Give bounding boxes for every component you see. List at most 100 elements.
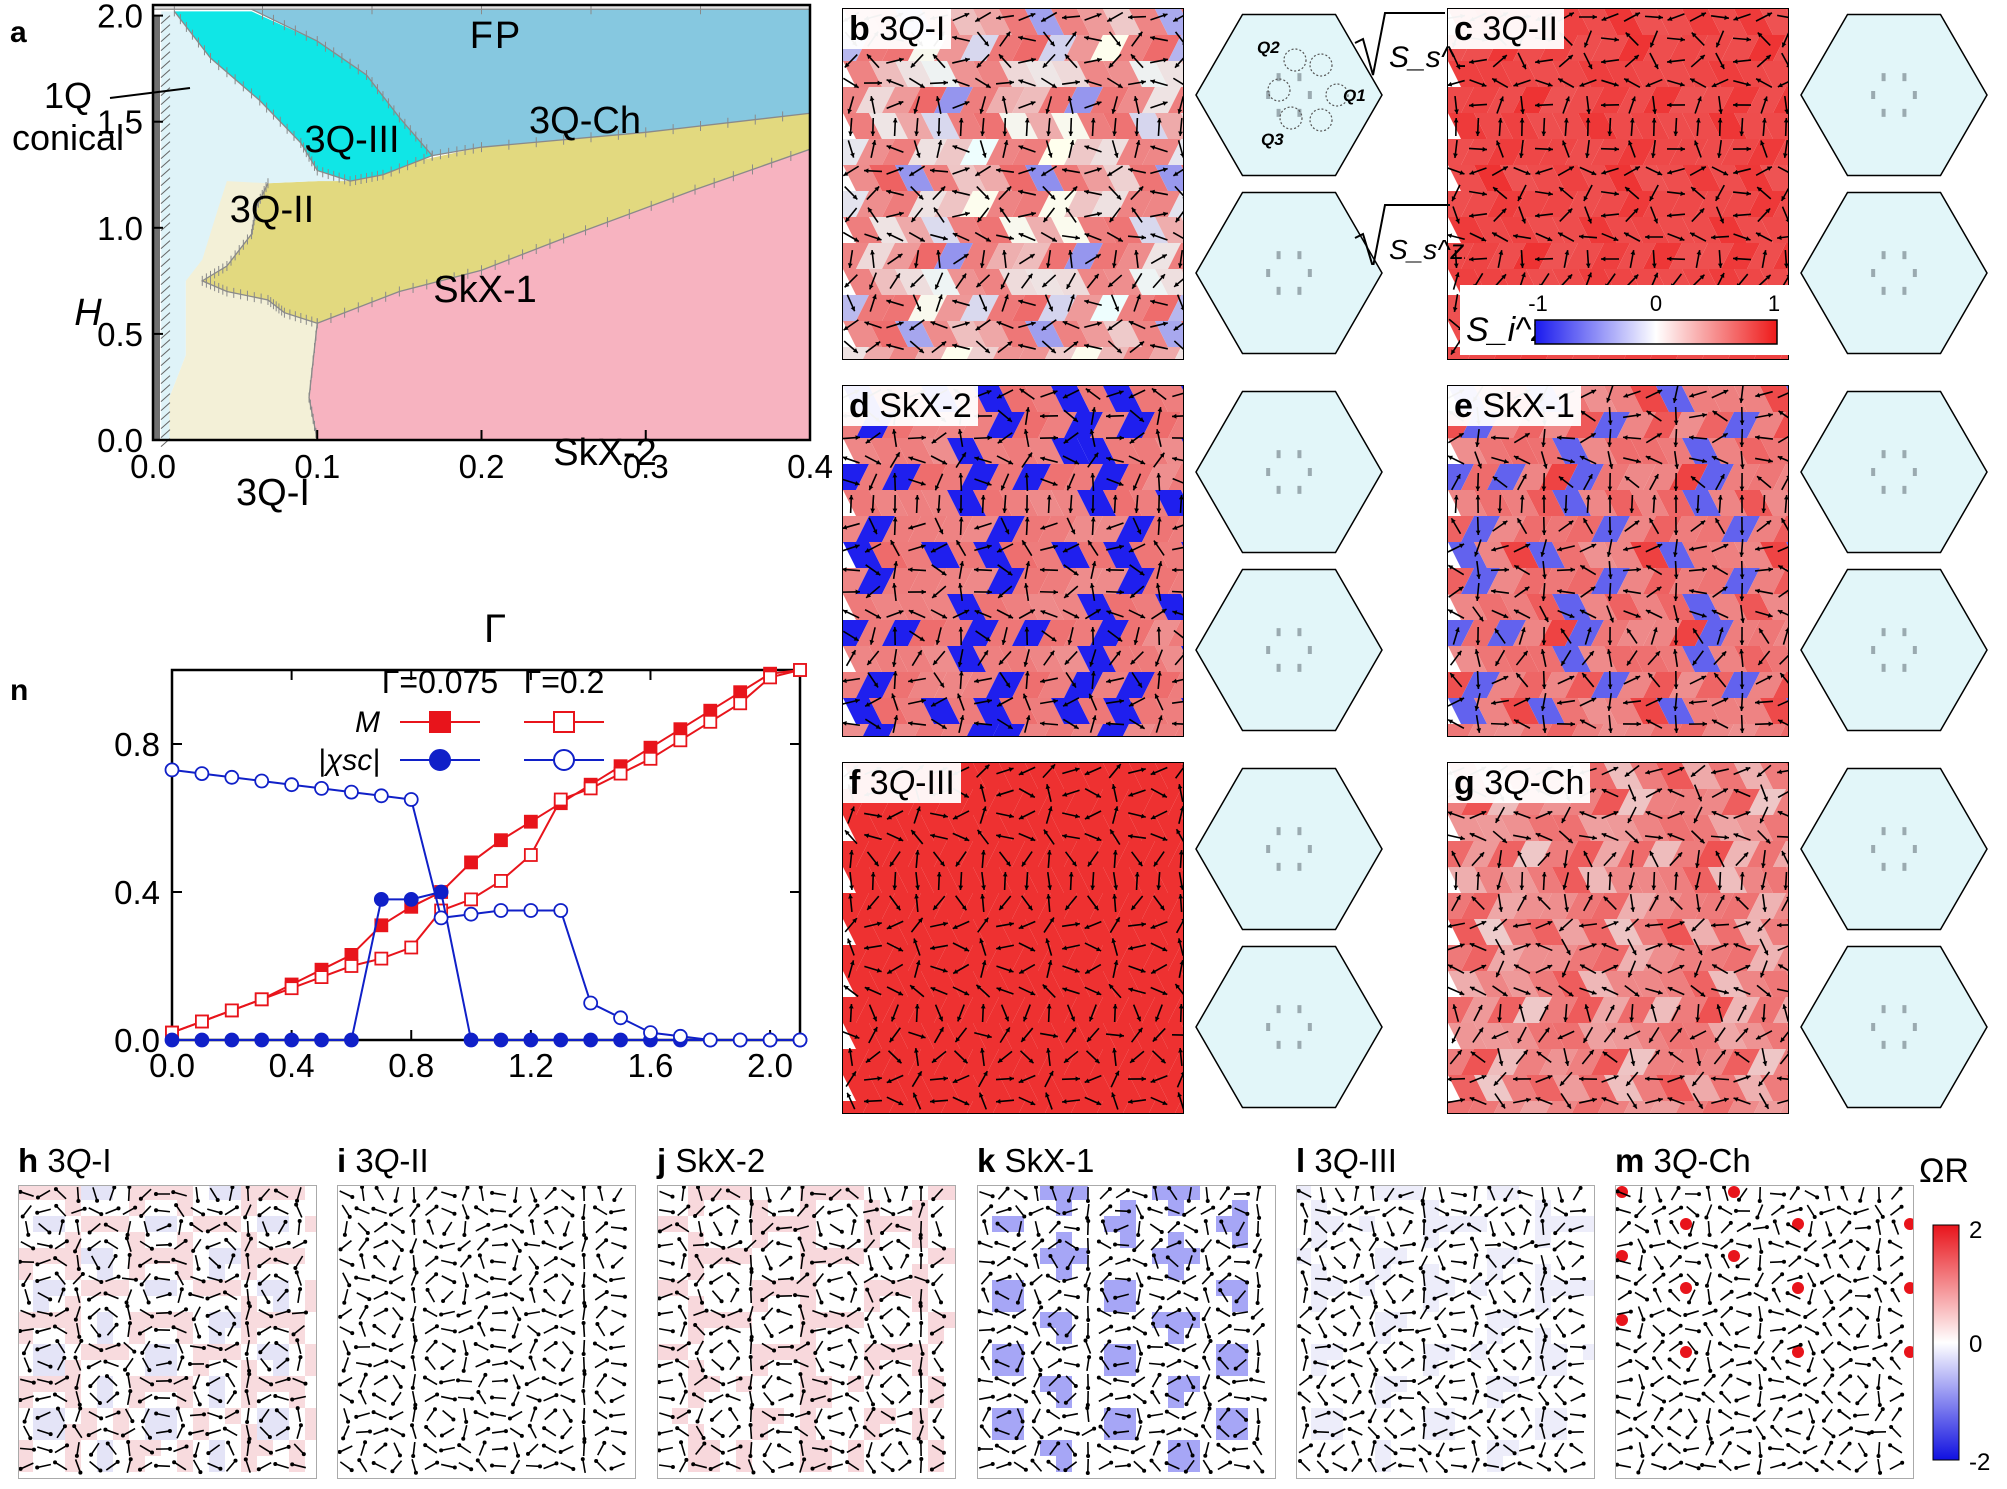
arrow-head (886, 79, 892, 84)
arrow-head (1503, 613, 1509, 619)
arrow-head (1492, 476, 1498, 482)
arrow-head (1636, 721, 1641, 727)
arrow-head (1018, 343, 1024, 349)
arrow-head (958, 473, 964, 478)
arrow-head (1068, 250, 1073, 255)
data-point (195, 1014, 209, 1029)
spin-cell (1786, 490, 1788, 494)
arrow-head (843, 985, 849, 991)
arrow-head (1607, 596, 1613, 601)
arrow-head (1040, 413, 1045, 419)
arrow-head (847, 938, 852, 944)
arrow-head (1579, 234, 1584, 240)
arrow-head (1113, 885, 1119, 890)
arrow-head (1733, 943, 1739, 948)
arrow-head (1128, 14, 1133, 20)
brillouin-zone (1195, 191, 1383, 355)
q2-label: Q2 (1257, 38, 1280, 57)
arrow-head (875, 614, 881, 619)
arrow-head (1046, 850, 1052, 855)
arrow-head (1613, 1075, 1619, 1080)
arrow-head (1106, 413, 1111, 419)
arrow-head (1722, 788, 1728, 793)
arrow-head (1611, 852, 1617, 858)
arrow-head (1646, 964, 1652, 969)
arrow-head (1720, 895, 1725, 901)
spin-cell (1773, 1049, 1788, 1075)
arrow-head (1524, 586, 1530, 592)
arrow-head (937, 140, 943, 146)
omega-tint (305, 1360, 316, 1376)
arrow-head (1654, 474, 1659, 480)
arrow-head (980, 131, 985, 136)
arrow-head (1535, 59, 1540, 65)
arrow-head (1157, 561, 1163, 567)
bragg-peak (1307, 468, 1312, 476)
spin-arrow (1174, 31, 1183, 43)
arrow-head (934, 284, 940, 290)
hatch-line (160, 357, 171, 366)
spin-cell (1448, 139, 1474, 165)
structure-factor-zz (1800, 191, 1988, 355)
arrow-head (1745, 964, 1751, 970)
arrow-head (1150, 924, 1156, 929)
omega-tint (145, 1312, 161, 1328)
spin-cell (1168, 789, 1183, 815)
spin-cell (1155, 867, 1183, 893)
arrow-head (1008, 459, 1014, 465)
arrow-head (1579, 811, 1585, 816)
arrow-head (1657, 170, 1663, 176)
arrow-head (964, 12, 970, 18)
arrow-head (1541, 872, 1547, 877)
spin-panel-title: f 3Q-III (843, 763, 961, 803)
arrow-head (1090, 885, 1096, 890)
spin-cell (1760, 646, 1788, 672)
arrow-head (1074, 459, 1080, 465)
omega-tint (81, 1408, 97, 1424)
arrow-head (1495, 660, 1500, 666)
arrow-head (1722, 433, 1728, 438)
arrow-head (1746, 146, 1751, 152)
arrow-head (1542, 463, 1548, 469)
spin-cell (1019, 347, 1051, 359)
spin-cell (1181, 269, 1183, 273)
x-tick-label: 0.1 (294, 448, 340, 485)
arrow-head (1700, 991, 1706, 997)
series-line (171, 669, 801, 1034)
arrow-head (1024, 473, 1030, 478)
arrow-head (1162, 1100, 1168, 1106)
arrow-head (1150, 1078, 1156, 1083)
region-label-skx2: SkX-2 (553, 432, 656, 474)
bragg-peak (1902, 862, 1907, 871)
arrow-head (1760, 140, 1765, 146)
arrow-head (1733, 212, 1738, 218)
arrow-head (1631, 950, 1637, 955)
spin-cell (1786, 919, 1788, 923)
arrow-head (1628, 884, 1634, 890)
arrow-head (1761, 863, 1766, 868)
spin-cell (843, 893, 869, 919)
arrow-head (1765, 208, 1771, 214)
arrow-head (1601, 16, 1607, 21)
arrow-head (1111, 938, 1117, 944)
brillouin-zone (1195, 945, 1383, 1109)
arrow-head (843, 171, 849, 176)
arrow-head (1513, 811, 1519, 816)
arrow-head (1043, 217, 1049, 223)
arrow-head (1519, 885, 1525, 890)
arrow-head (1108, 282, 1114, 287)
spin-cell (1019, 1101, 1051, 1113)
arrow-head (1601, 986, 1607, 992)
y-tick-label: 1.5 (97, 104, 143, 141)
arrow-head (1568, 520, 1574, 526)
arrow-head (1030, 57, 1036, 63)
omega-tint (273, 1360, 289, 1376)
arrow-head (1786, 475, 1788, 478)
arrow-head (1583, 1037, 1588, 1043)
bragg-peak (1912, 1023, 1917, 1031)
arrow-head (1018, 770, 1024, 776)
arrow-head (1679, 81, 1685, 87)
arrow-head (1714, 673, 1719, 678)
arrow-head (1042, 62, 1048, 68)
arrow-head (1041, 17, 1047, 22)
